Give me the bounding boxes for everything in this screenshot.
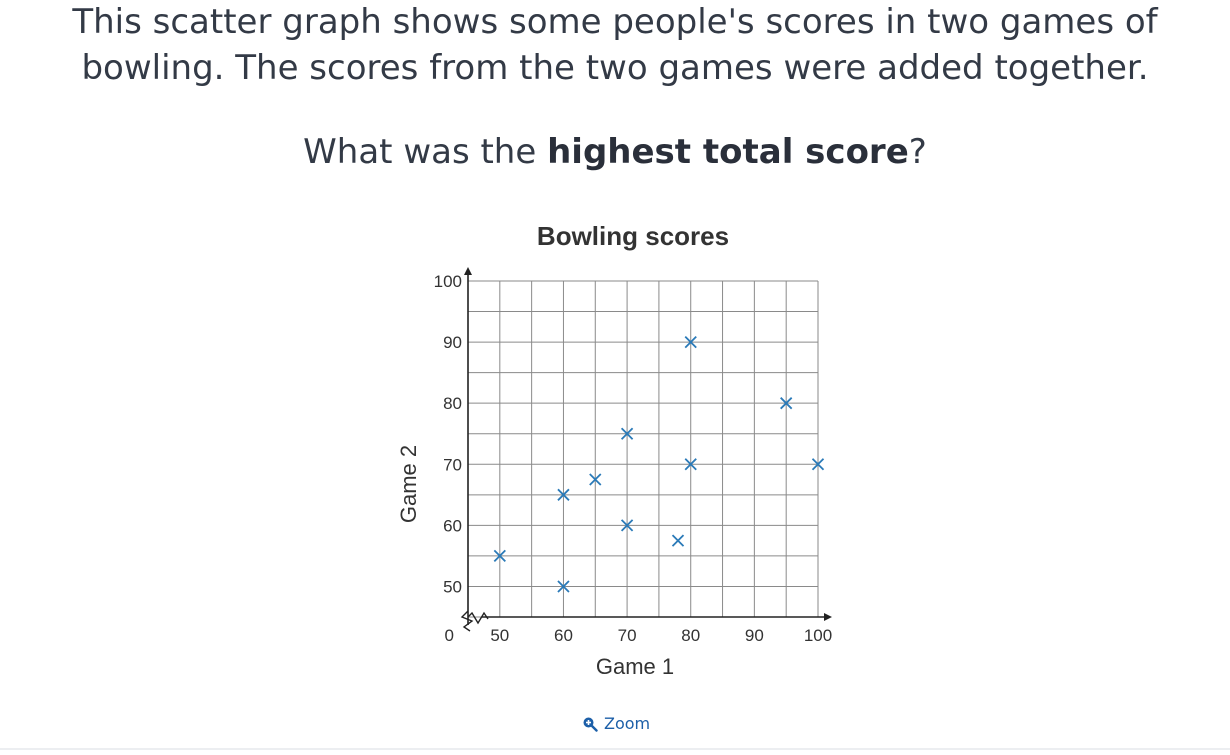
question-line-2: bowling. The scores from the two games w… — [81, 48, 1149, 88]
data-point — [493, 549, 506, 563]
x-axis-break — [467, 611, 489, 625]
x-tick-label: 70 — [618, 626, 637, 645]
data-point — [620, 519, 634, 532]
y-axis-break — [460, 610, 474, 632]
data-point — [589, 473, 602, 486]
data-point — [557, 580, 570, 593]
x-axis-label: Game 1 — [596, 654, 674, 679]
y-tick-label: 100 — [434, 272, 462, 291]
y-axis-label: Game 2 — [396, 445, 421, 523]
divider — [0, 748, 1230, 750]
y-tick-label: 70 — [443, 455, 462, 474]
chart-title: Bowling scores — [537, 221, 729, 251]
data-point — [557, 488, 570, 501]
origin-label: 0 — [445, 626, 454, 645]
prompt-end: ? — [908, 132, 927, 172]
x-tick-label: 50 — [490, 626, 509, 645]
prompt-emphasis: highest total score — [547, 132, 909, 172]
question-text: This scatter graph shows some people's s… — [0, 0, 1230, 91]
y-tick-label: 80 — [443, 394, 462, 413]
x-tick-label: 80 — [681, 626, 700, 645]
data-point — [780, 397, 793, 410]
y-tick-label: 60 — [443, 516, 462, 535]
scatter-chart: Bowling scores 50 60 70 80 90 100 50 60 70 80 90 100… — [396, 221, 832, 679]
x-tick-label: 90 — [745, 626, 764, 645]
x-axis-arrow — [824, 613, 832, 621]
x-tick-label: 60 — [554, 626, 573, 645]
data-point — [684, 335, 697, 349]
zoom-label: Zoom — [604, 714, 651, 733]
y-tick-label: 50 — [443, 577, 462, 596]
x-tick-label: 100 — [804, 626, 832, 645]
prompt-text: What was the — [303, 132, 548, 172]
y-axis-arrow — [464, 267, 472, 275]
y-tick-label: 90 — [443, 333, 462, 352]
zoom-in-icon — [582, 716, 598, 732]
question-prompt: What was the highest total score? — [0, 128, 1230, 176]
data-point — [684, 458, 697, 471]
data-point — [620, 427, 634, 440]
data-point — [671, 534, 685, 547]
zoom-button[interactable]: Zoom — [582, 714, 650, 733]
data-point — [811, 458, 825, 471]
question-line-1: This scatter graph shows some people's s… — [72, 2, 1158, 42]
